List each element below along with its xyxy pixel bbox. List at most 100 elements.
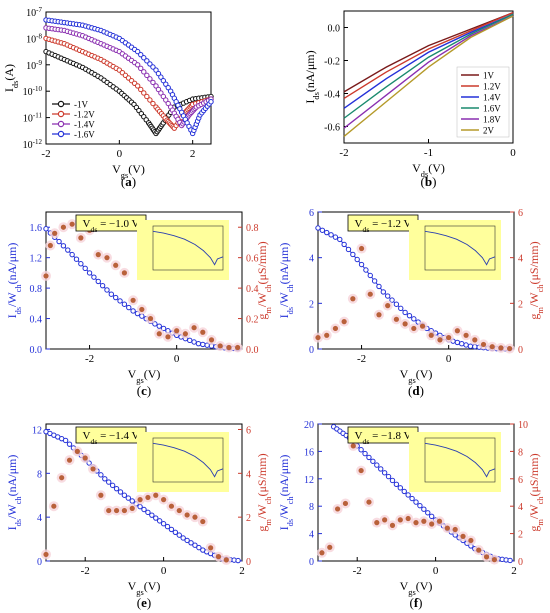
label-subscript: ch — [286, 496, 295, 505]
label-part: /W — [527, 504, 541, 519]
data-point — [163, 81, 169, 87]
label-subscript: m — [536, 519, 545, 526]
gm-point — [428, 332, 434, 338]
series-line — [343, 12, 514, 100]
label-subscript: ds — [11, 81, 20, 88]
label-part: V — [355, 218, 363, 230]
ids-point — [156, 323, 162, 329]
ids-point — [362, 450, 368, 457]
gm-point — [374, 520, 380, 526]
ids-point — [99, 282, 106, 289]
ids-point — [160, 521, 167, 527]
inset-curve — [152, 230, 224, 266]
ids-point — [125, 495, 132, 501]
y-right-tick-label: 2 — [518, 299, 523, 310]
label-part: = −1.8 V — [369, 430, 411, 442]
ids-point — [126, 304, 132, 311]
ids-point — [332, 234, 339, 240]
gm-point — [419, 323, 426, 329]
caption-part: ) — [147, 595, 151, 610]
panel-caption: (b) — [421, 174, 437, 189]
gm-point — [472, 337, 478, 343]
label-subscript: gs — [136, 376, 143, 385]
data-point — [155, 70, 162, 77]
inset-curve — [424, 230, 496, 266]
inset-background — [137, 220, 229, 280]
legend: -1V-1.2V-1.4V-1.6V — [52, 100, 95, 140]
ids-point — [82, 265, 88, 272]
ids-point — [187, 337, 193, 344]
y-right-tick-label: 6 — [246, 425, 251, 436]
ids-point — [121, 492, 128, 498]
label-part: (V) — [416, 579, 433, 593]
data-point — [147, 97, 153, 103]
annotation: Vds = −1.2 V — [347, 214, 419, 234]
ids-point — [117, 489, 124, 495]
caption-part: ( — [137, 595, 141, 610]
data-point — [141, 55, 147, 61]
annotation: Vds = −1.4 V — [75, 426, 147, 446]
series-line — [343, 13, 514, 119]
label-part: = −1.2 V — [369, 218, 411, 230]
label-subscript: m — [264, 307, 273, 314]
label-part: (nA/μm) — [277, 455, 291, 497]
annotation-text: Vds = −1.8 V — [355, 430, 412, 446]
label-part: V — [83, 218, 91, 230]
ids-point — [196, 544, 202, 551]
ids-point — [188, 540, 194, 546]
gm-point — [454, 328, 460, 334]
ids-point — [319, 227, 326, 233]
ids-point — [149, 512, 155, 518]
ids-point — [337, 236, 343, 243]
ids-point — [406, 312, 413, 319]
panel-caption: (f) — [409, 595, 422, 610]
ids-point — [315, 225, 321, 231]
label-part: /W — [255, 292, 269, 307]
x-axis-label: Vgs(V) — [128, 367, 161, 385]
gm-point — [82, 455, 88, 461]
y-right-tick-label: 10 — [518, 420, 528, 431]
caption-part: ) — [420, 383, 424, 398]
tick-part: 10 — [23, 140, 33, 151]
y-left-tick-label: 0.4 — [30, 315, 43, 326]
y-left-tick-label: 0 — [37, 557, 42, 568]
data-point — [155, 86, 162, 93]
ids-point — [472, 344, 478, 350]
x-tick-label: -1 — [424, 147, 433, 159]
y-tick-label: 10-8 — [26, 32, 42, 45]
gm-point — [421, 518, 427, 524]
label-part: I — [5, 314, 19, 318]
label-part: = −1.4 V — [97, 430, 139, 442]
label-part: /W — [277, 504, 291, 519]
gm-point — [235, 344, 241, 351]
legend-box — [456, 66, 510, 138]
inset-frame — [424, 437, 496, 483]
label-part: (V) — [128, 162, 145, 176]
label-part: /W — [5, 292, 19, 307]
gm-point — [489, 344, 495, 350]
ids-point — [121, 301, 128, 307]
ids-point — [380, 289, 387, 295]
ids-point — [130, 308, 136, 314]
ids-point — [73, 256, 80, 262]
data-point — [134, 83, 141, 89]
inset-frame — [152, 437, 224, 483]
gm-point — [507, 345, 513, 352]
x-tick-label: -2 — [41, 148, 50, 160]
label-subscript: ch — [286, 284, 295, 293]
y-left-tick-label: 0 — [309, 557, 314, 568]
label-part: = −1.0 V — [97, 218, 139, 230]
caption-part: b — [425, 174, 432, 189]
data-point — [144, 72, 150, 79]
ids-point — [129, 498, 135, 504]
gm-point — [60, 224, 67, 230]
legend-label: 1.6V — [483, 104, 501, 114]
label-part: /W — [277, 292, 291, 307]
ids-point — [191, 339, 197, 345]
annotation: Vds = −1.8 V — [347, 426, 419, 446]
gm-point — [74, 448, 80, 454]
label-subscript: ch — [264, 284, 273, 293]
data-point — [138, 51, 144, 58]
